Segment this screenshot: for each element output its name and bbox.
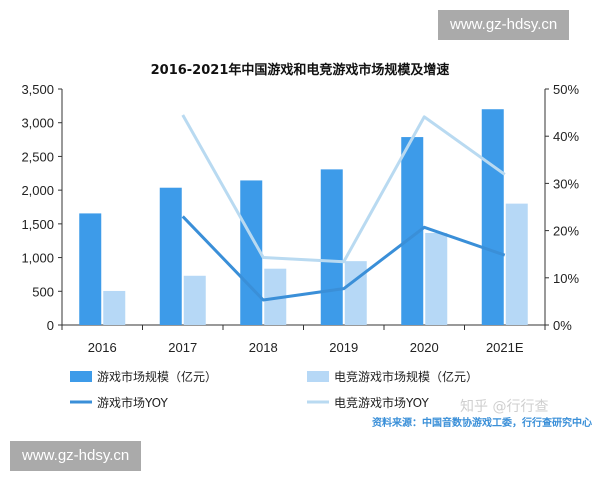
x-tick-label: 2021E — [486, 340, 524, 355]
legend-label-esports-market: 电竞游戏市场规模（亿元） — [334, 369, 478, 384]
right-tick-label: 0% — [553, 318, 572, 333]
left-tick-label: 1,000 — [21, 251, 54, 266]
watermark-top-right: www.gz-hdsy.cn — [438, 10, 570, 40]
esports-market-bar — [505, 203, 528, 325]
game-market-bar — [159, 187, 182, 325]
game-market-bar — [401, 137, 424, 325]
bar-series — [79, 109, 528, 325]
x-axis-ticks: 2016 2017 2018 2019 2020 2021E — [61, 325, 546, 355]
left-tick-label: 2,000 — [21, 183, 54, 198]
zhihu-watermark: 知乎 @行行查 — [460, 399, 549, 415]
game-market-bar — [481, 109, 504, 325]
right-tick-label: 40% — [553, 129, 579, 144]
left-tick-label: 3,500 — [21, 82, 54, 97]
game-market-bar — [79, 213, 102, 325]
esports-yoy-line — [181, 114, 506, 264]
right-tick-label: 50% — [553, 82, 579, 97]
esports-market-bar — [103, 290, 126, 325]
game-market-bar — [320, 169, 343, 325]
right-tick-label: 20% — [553, 224, 579, 239]
x-tick-label: 2018 — [249, 340, 278, 355]
esports-market-bar — [425, 232, 448, 325]
right-tick-label: 10% — [553, 271, 579, 286]
legend-label-game-market: 游戏市场规模（亿元） — [97, 369, 217, 384]
right-tick-label: 30% — [553, 176, 579, 191]
left-tick-label: 1,500 — [21, 217, 54, 232]
left-tick-label: 500 — [32, 284, 54, 299]
legend-label-game-yoy: 游戏市场YOY — [97, 395, 168, 410]
esports-market-bar — [344, 261, 367, 325]
legend: 游戏市场规模（亿元） 电竞游戏市场规模（亿元） 游戏市场YOY 电竞游戏市场YO… — [70, 369, 478, 410]
legend-swatch-game-market — [70, 371, 92, 382]
watermark-bottom-left: www.gz-hdsy.cn — [10, 441, 142, 471]
game-yoy-line — [181, 215, 506, 302]
x-tick-label: 2020 — [410, 340, 439, 355]
left-tick-label: 3,000 — [21, 116, 54, 131]
legend-label-esports-yoy: 电竞游戏市场YOY — [334, 395, 429, 410]
legend-swatch-esports-market — [307, 371, 329, 382]
left-tick-label: 0 — [47, 318, 54, 333]
x-tick-label: 2019 — [329, 340, 358, 355]
left-y-axis: 0 500 1,000 1,500 2,000 2,500 3,000 3,500 — [21, 82, 63, 333]
x-tick-label: 2016 — [88, 340, 117, 355]
x-tick-label: 2017 — [168, 340, 197, 355]
source-note: 资料来源：中国音数协游戏工委，行行查研究中心 — [372, 416, 592, 429]
esports-market-bar — [183, 275, 206, 325]
line-series — [181, 114, 506, 302]
left-tick-label: 2,500 — [21, 149, 54, 164]
game-market-bar — [240, 180, 263, 325]
chart-title: 2016-2021年中国游戏和电竞游戏市场规模及增速 — [151, 62, 450, 78]
right-y-axis: 0% 10% 20% 30% 40% 50% — [544, 82, 579, 333]
